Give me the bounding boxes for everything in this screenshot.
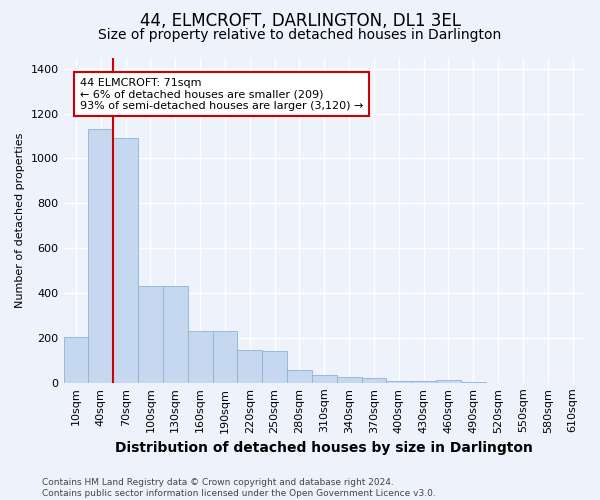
- Bar: [337, 377, 362, 383]
- Bar: [411, 381, 436, 383]
- Text: Size of property relative to detached houses in Darlington: Size of property relative to detached ho…: [98, 28, 502, 42]
- Y-axis label: Number of detached properties: Number of detached properties: [15, 132, 25, 308]
- Bar: [362, 378, 386, 383]
- Bar: [262, 352, 287, 383]
- Bar: [461, 382, 485, 383]
- Text: 44 ELMCROFT: 71sqm
← 6% of detached houses are smaller (209)
93% of semi-detache: 44 ELMCROFT: 71sqm ← 6% of detached hous…: [80, 78, 363, 111]
- Text: Contains HM Land Registry data © Crown copyright and database right 2024.
Contai: Contains HM Land Registry data © Crown c…: [42, 478, 436, 498]
- Bar: [64, 337, 88, 383]
- X-axis label: Distribution of detached houses by size in Darlington: Distribution of detached houses by size …: [115, 441, 533, 455]
- Text: 44, ELMCROFT, DARLINGTON, DL1 3EL: 44, ELMCROFT, DARLINGTON, DL1 3EL: [139, 12, 461, 30]
- Bar: [163, 286, 188, 383]
- Bar: [287, 370, 312, 383]
- Bar: [212, 331, 238, 383]
- Bar: [188, 331, 212, 383]
- Bar: [238, 350, 262, 383]
- Bar: [88, 130, 113, 383]
- Bar: [138, 286, 163, 383]
- Bar: [113, 138, 138, 383]
- Bar: [436, 380, 461, 383]
- Bar: [312, 375, 337, 383]
- Bar: [386, 381, 411, 383]
